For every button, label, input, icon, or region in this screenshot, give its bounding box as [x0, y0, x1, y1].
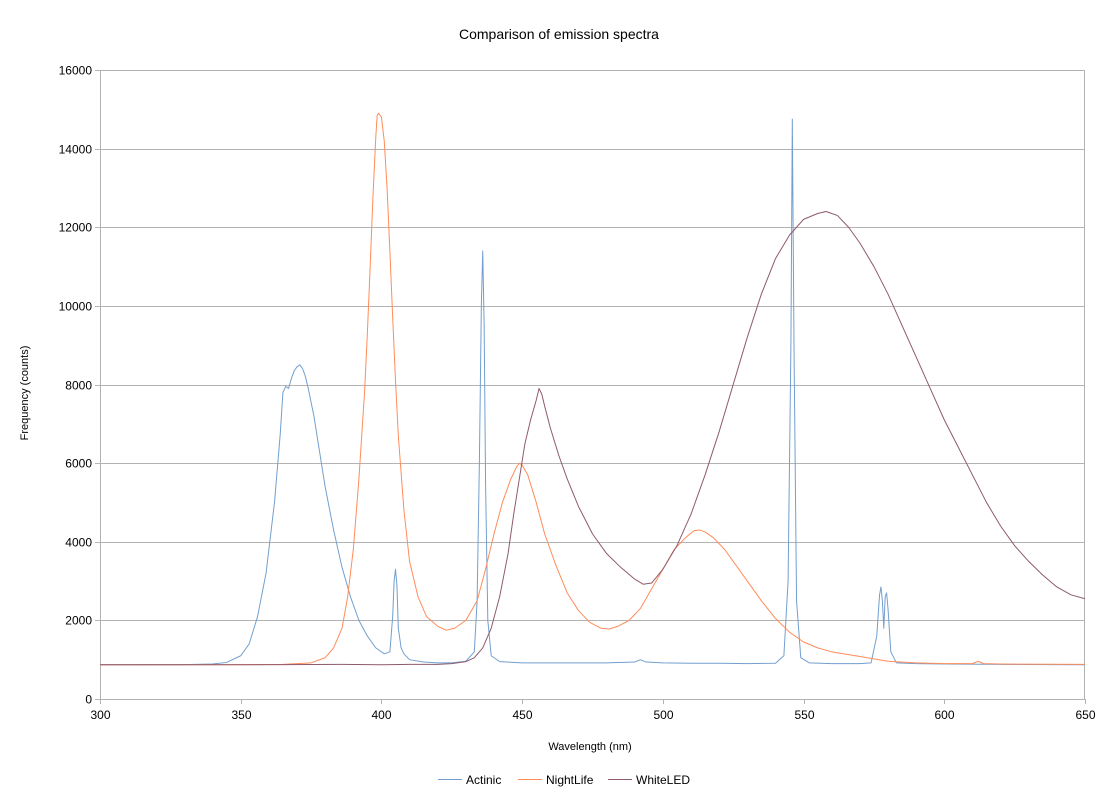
series-line-actinic	[99, 118, 1086, 666]
legend-label-whiteled: WhiteLED	[636, 773, 690, 787]
y-tick-label-7: 14000	[59, 143, 93, 157]
series-line-nightlife	[99, 112, 1086, 666]
x-tick-label-4: 500	[653, 708, 673, 722]
chart-title: Comparison of emission spectra	[459, 26, 659, 42]
y-tick-label-0: 0	[85, 693, 92, 707]
x-axis-label: Wavelength (nm)	[548, 741, 631, 753]
y-tick-label-8: 16000	[59, 64, 93, 78]
y-tick-label-1: 2000	[65, 614, 92, 628]
grid	[100, 70, 1085, 700]
y-axis-ticks: 0 2000 4000 6000 8000 10000 12000 14000 16000	[59, 64, 100, 707]
axes	[100, 70, 1085, 700]
x-axis-ticks: 300 350 400 450 500 550 600 650	[90, 699, 1096, 722]
y-axis-label: Frequency (counts)	[19, 346, 31, 441]
y-tick-label-3: 6000	[65, 457, 92, 471]
series-line-whiteled	[100, 211, 1086, 666]
x-tick-label-7: 650	[1075, 708, 1095, 722]
series-group	[99, 112, 1086, 666]
x-tick-label-6: 600	[934, 708, 954, 722]
x-tick-label-0: 300	[90, 708, 110, 722]
x-tick-label-1: 350	[231, 708, 251, 722]
legend-label-actinic: Actinic	[466, 773, 501, 787]
x-tick-label-5: 550	[794, 708, 814, 722]
y-tick-label-6: 12000	[59, 221, 93, 235]
legend-label-nightlife: NightLife	[546, 773, 594, 787]
y-tick-label-5: 10000	[59, 300, 93, 314]
y-tick-label-2: 4000	[65, 536, 92, 550]
x-tick-label-3: 450	[512, 708, 532, 722]
x-tick-label-2: 400	[371, 708, 391, 722]
y-tick-label-4: 8000	[65, 379, 92, 393]
legend: Actinic NightLife WhiteLED	[438, 773, 690, 787]
